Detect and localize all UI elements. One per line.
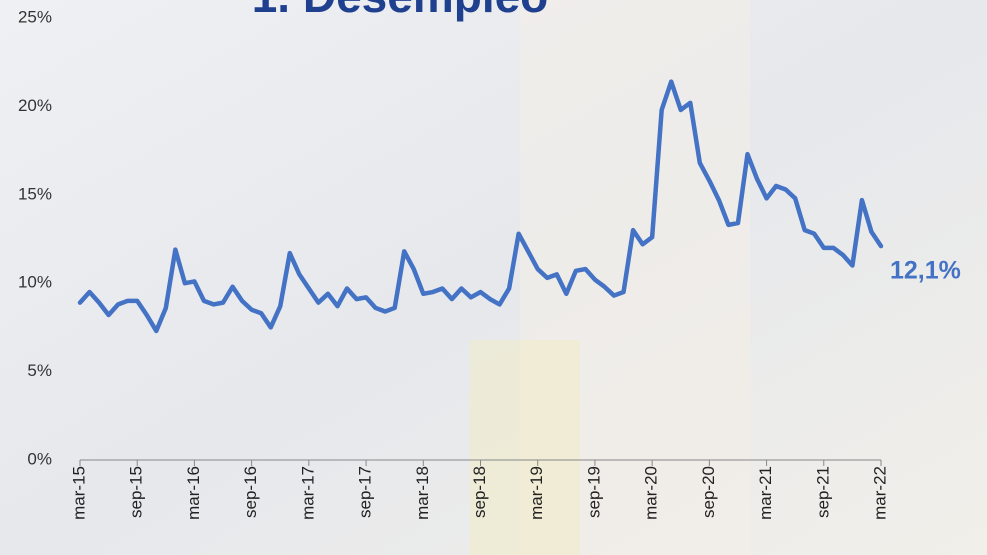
- x-tick-label: mar-20: [642, 466, 661, 520]
- x-tick-label: mar-21: [756, 466, 775, 520]
- x-tick-label: sep-20: [699, 466, 718, 518]
- x-tick-label: sep-18: [470, 466, 489, 518]
- x-tick-label: sep-21: [813, 466, 832, 518]
- y-tick-label: 25%: [18, 7, 52, 26]
- y-tick-label: 20%: [18, 96, 52, 115]
- x-tick-label: sep-16: [241, 466, 260, 518]
- y-tick-label: 10%: [18, 273, 52, 292]
- x-tick-label: mar-15: [69, 466, 88, 520]
- x-tick-label: mar-16: [184, 466, 203, 520]
- x-tick-label: sep-19: [584, 466, 603, 518]
- y-tick-label: 0%: [27, 449, 52, 468]
- y-tick-label: 15%: [18, 184, 52, 203]
- line: [77, 79, 884, 334]
- y-tick-label: 5%: [27, 361, 52, 380]
- x-tick-label: mar-19: [527, 466, 546, 520]
- chart-title: 1. Desempleo: [252, 0, 549, 22]
- x-tick-label: sep-17: [356, 466, 375, 518]
- x-tick-label: mar-22: [870, 466, 889, 520]
- annotation: 12,1%: [890, 257, 961, 285]
- x-tick-label: sep-15: [127, 466, 146, 518]
- x-tick-label: mar-18: [413, 466, 432, 520]
- x-tick-label: mar-17: [298, 466, 317, 520]
- background-shape: [470, 340, 580, 555]
